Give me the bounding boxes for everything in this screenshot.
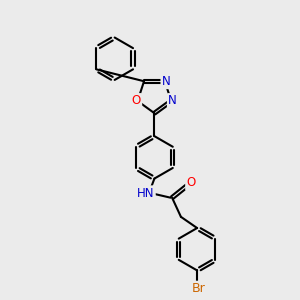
Text: N: N <box>168 94 177 107</box>
Text: Br: Br <box>192 282 206 295</box>
Text: O: O <box>187 176 196 190</box>
Text: HN: HN <box>137 187 154 200</box>
Text: N: N <box>162 75 171 88</box>
Text: O: O <box>131 94 141 107</box>
